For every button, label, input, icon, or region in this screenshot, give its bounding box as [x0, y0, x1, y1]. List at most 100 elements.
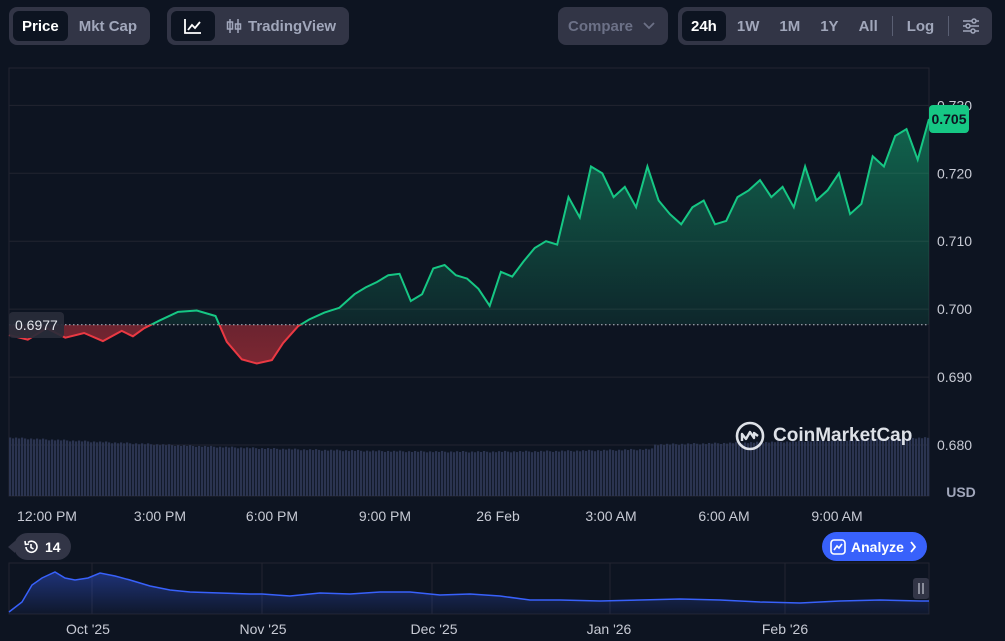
volume-bar [399, 450, 402, 496]
range-1m[interactable]: 1M [779, 17, 801, 35]
volume-bar [678, 444, 681, 496]
y-tick-label: 0.700 [937, 301, 972, 317]
volume-bar [249, 448, 252, 496]
volume-bar [717, 443, 720, 496]
analyze-button[interactable]: Analyze [822, 532, 927, 561]
volume-bar [63, 439, 66, 496]
history-icon [24, 539, 38, 553]
tradingview-button[interactable]: TradingView [217, 11, 345, 41]
volume-bar [75, 441, 78, 496]
volume-bar [153, 445, 156, 496]
volume-bar [483, 450, 486, 496]
volume-bar [165, 445, 168, 496]
volume-bar [147, 443, 150, 496]
range-1w[interactable]: 1W [736, 17, 760, 35]
volume-bar [693, 443, 696, 496]
volume-bar [201, 446, 204, 496]
volume-bar [222, 447, 225, 496]
volume-bar [723, 442, 726, 496]
volume-bar [669, 444, 672, 496]
volume-bar [246, 447, 249, 496]
volume-bar [234, 447, 237, 496]
volume-bar [822, 440, 825, 496]
volume-bar [534, 451, 537, 496]
y-tick-label: 0.710 [937, 233, 972, 249]
volume-bar [84, 440, 87, 496]
volume-bar [261, 448, 264, 496]
volume-bar [621, 450, 624, 496]
chevron-down-icon [643, 22, 655, 30]
range-1y[interactable]: 1Y [820, 17, 839, 35]
volume-bar [714, 442, 717, 496]
volume-bar [618, 449, 621, 496]
navigator-handle[interactable] [913, 578, 929, 599]
volume-bar [681, 443, 684, 496]
volume-bar [792, 441, 795, 496]
volume-bar [654, 444, 657, 496]
volume-bar [435, 451, 438, 496]
chart-settings-button[interactable] [954, 11, 988, 41]
coinmarketcap-logo-icon [735, 421, 765, 451]
volume-bar [24, 438, 27, 496]
line-chart-button[interactable] [171, 11, 215, 41]
range-all[interactable]: All [858, 17, 878, 35]
volume-bar [831, 441, 834, 496]
volume-bar [105, 441, 108, 496]
toolbar-divider [891, 16, 893, 36]
range-24h[interactable]: 24h [682, 11, 726, 41]
volume-bar [372, 450, 375, 496]
volume-bar [771, 441, 774, 496]
volume-bar [864, 439, 867, 496]
volume-bar [564, 451, 567, 496]
volume-bar [894, 439, 897, 496]
volume-bar [366, 450, 369, 496]
navigator-area [9, 572, 929, 614]
volume-bar [21, 437, 24, 496]
volume-bar [303, 449, 306, 496]
price-tab[interactable]: Price [13, 11, 68, 41]
volume-bar [87, 441, 90, 496]
volume-bar [789, 442, 792, 496]
volume-bar [918, 437, 921, 496]
volume-bar [135, 443, 138, 496]
volume-bar [777, 441, 780, 496]
volume-bar [687, 443, 690, 496]
current-price-label: 0.705 [929, 104, 969, 133]
volume-bar [159, 445, 162, 496]
volume-bar [573, 451, 576, 496]
volume-bar [339, 450, 342, 496]
x-tick-label: 9:00 PM [359, 508, 411, 524]
volume-bar [582, 450, 585, 496]
tradingview-label: TradingView [248, 17, 337, 35]
volume-bar [39, 439, 42, 496]
volume-bar [312, 450, 315, 496]
volume-bar [285, 449, 288, 496]
mktcap-tab[interactable]: Mkt Cap [78, 17, 138, 35]
time-navigator[interactable]: Oct '25 Nov '25 Dec '25 Jan '26 Feb '26 [8, 562, 930, 637]
volume-bar [213, 446, 216, 496]
volume-bar [258, 449, 261, 496]
volume-bar [468, 452, 471, 496]
volume-bar [858, 440, 861, 496]
volume-bar [48, 440, 51, 496]
volume-bar [228, 447, 231, 496]
log-scale-button[interactable]: Log [906, 17, 935, 35]
volume-bar [474, 452, 477, 496]
history-badge[interactable]: 14 [8, 533, 71, 560]
compare-dropdown[interactable]: Compare [558, 7, 668, 45]
x-tick-label: 9:00 AM [811, 508, 862, 524]
x-tick-label: 6:00 PM [246, 508, 298, 524]
volume-bar [489, 452, 492, 496]
volume-bar [54, 440, 57, 496]
volume-bar [351, 450, 354, 496]
volume-bar [726, 443, 729, 496]
volume-bar [549, 451, 552, 496]
volume-bar [504, 450, 507, 496]
volume-bar [633, 449, 636, 496]
volume-bar [174, 445, 177, 496]
price-area-down [9, 324, 929, 364]
volume-bar [441, 450, 444, 496]
volume-bar [492, 451, 495, 496]
volume-bar [741, 443, 744, 496]
